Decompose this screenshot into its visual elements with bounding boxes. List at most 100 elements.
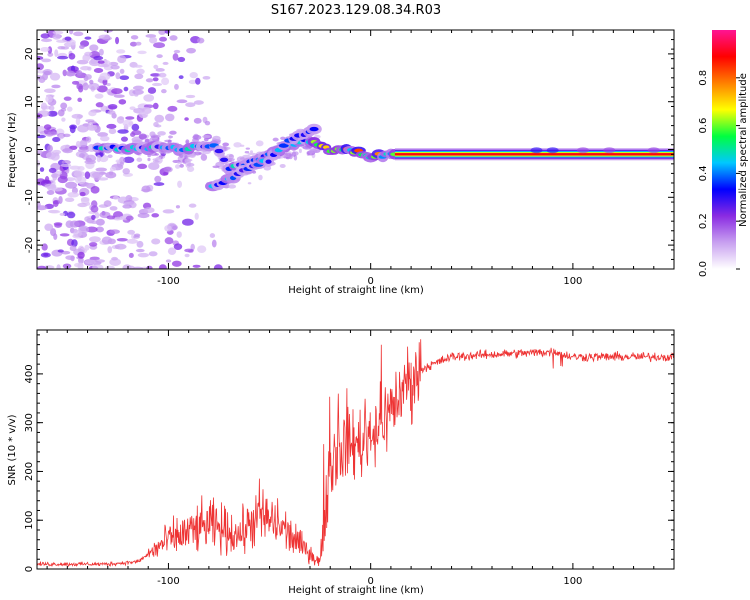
- spectrogram-noise-cell: [204, 120, 211, 126]
- y-tick-label: 10: [24, 95, 35, 108]
- spectrogram-noise-cell: [138, 133, 147, 140]
- spectrogram-noise-cell: [75, 140, 81, 148]
- y-tick-label: 400: [24, 364, 35, 383]
- spectrogram-noise-cell: [125, 116, 135, 120]
- spectrogram-noise-cell: [128, 252, 134, 259]
- spectrogram-noise-cell: [162, 209, 175, 214]
- spectrogram-noise-cell: [45, 95, 53, 103]
- spectrogram-noise-cell: [151, 238, 161, 245]
- spectrogram-noise-cell: [69, 125, 76, 134]
- spectrogram-noise-cell: [94, 259, 106, 263]
- spectrogram-noise-cell: [52, 200, 59, 207]
- spectrogram-noise-cell: [129, 106, 136, 111]
- spectrogram-noise-cell: [84, 216, 90, 222]
- spectrogram-noise-cell: [182, 218, 194, 226]
- spectrogram-noise-cell: [65, 70, 75, 77]
- spectrogram-noise-cell: [97, 132, 109, 137]
- spectrogram-noise-cell: [88, 110, 97, 117]
- spectrogram-noise-cell: [114, 243, 127, 250]
- spectrogram-noise-cell: [56, 55, 69, 60]
- spectrogram-noise-cell: [47, 144, 53, 153]
- spectrogram-ridge-cell: [546, 147, 559, 154]
- spectrogram-noise-cell: [194, 212, 199, 220]
- spectrogram-noise-cell: [245, 147, 250, 150]
- spectrogram-noise-cell: [227, 184, 237, 189]
- spectrogram-noise-cell: [177, 56, 186, 63]
- spectrogram-noise-cell: [57, 249, 64, 253]
- spectrogram-noise-cell: [132, 266, 144, 269]
- spectrogram-ridge-core: [278, 143, 289, 148]
- spectrogram-noise-cell: [203, 137, 209, 142]
- spectrogram-noise-cell: [93, 68, 104, 74]
- spectrogram-noise-cell: [240, 157, 245, 160]
- spectrogram-noise-cell: [155, 124, 162, 128]
- spectrogram-noise-cell: [106, 123, 117, 129]
- colorbar-tick-label: 0.6: [698, 118, 709, 134]
- spectrogram-noise-cell: [90, 205, 99, 213]
- spectrogram-noise-cell: [189, 72, 198, 79]
- spectrogram-noise-cell: [48, 105, 55, 111]
- spectrogram-noise-cell: [247, 182, 252, 185]
- spectrogram-noise-cell: [202, 134, 211, 139]
- spectrogram-noise-cell: [71, 239, 78, 248]
- spectrogram-noise-cell: [112, 195, 120, 200]
- spectrogram-noise-cell: [116, 116, 125, 124]
- spectrogram-noise-cell: [135, 248, 145, 253]
- spectrogram-noise-cell: [62, 69, 67, 77]
- spectrogram-noise-cell: [59, 212, 66, 216]
- spectrogram-noise-cell: [161, 77, 170, 86]
- spectrogram-noise-cell: [148, 162, 160, 171]
- spectrogram-noise-cell: [62, 133, 71, 138]
- spectrogram-noise-cell: [127, 229, 136, 235]
- spectrogram-noise-cell: [164, 225, 172, 232]
- spectrogram-noise-cell: [152, 160, 160, 163]
- spectrogram-noise-cell: [158, 264, 167, 269]
- spectrogram-noise-cell: [56, 264, 61, 269]
- spectrogram-noise-cell: [51, 84, 61, 89]
- spectrogram-noise-cell: [152, 77, 159, 82]
- spectrogram-noise-cell: [50, 173, 60, 178]
- colorbar-label: Normalized spectral amplitude: [738, 73, 749, 227]
- y-tick-label: 20: [24, 48, 35, 61]
- spectrogram-noise-cell: [165, 259, 172, 263]
- spectrogram-noise-cell: [136, 240, 144, 248]
- spectrogram-noise-cell: [116, 238, 128, 242]
- spectrogram-noise-cell: [129, 41, 138, 47]
- spectrogram-noise-cell: [37, 75, 44, 80]
- spectrogram-noise-cell: [43, 253, 49, 257]
- spectrogram-noise-cell: [186, 47, 196, 54]
- spectrogram-noise-cell: [91, 214, 96, 220]
- spectrogram-noise-cell: [164, 237, 174, 245]
- spectrogram-noise-cell: [66, 106, 73, 112]
- spectrogram-noise-cell: [51, 187, 63, 192]
- spectrogram-noise-cell: [89, 44, 99, 52]
- spectrogram-noise-cell: [147, 157, 151, 162]
- spectrogram-noise-cell: [167, 105, 178, 112]
- spectrogram-noise-cell: [184, 253, 190, 258]
- spectrogram-noise-cell: [125, 215, 134, 221]
- spectrogram-noise-cell: [41, 58, 52, 63]
- spectrogram-noise-cell: [147, 87, 157, 94]
- colorbar-gradient: [712, 30, 736, 269]
- spectrogram-noise-cell: [77, 251, 85, 259]
- spectrogram-noise-cell: [103, 30, 113, 33]
- spectrogram-noise-cell: [173, 49, 181, 54]
- y-tick-label: 100: [24, 511, 35, 530]
- spectrogram-noise-cell: [67, 191, 79, 198]
- spectrogram-noise-cell: [71, 80, 80, 85]
- spectrogram-noise-cell: [77, 124, 89, 133]
- spectrogram-noise-cell: [77, 148, 90, 153]
- spectrogram-noise-cell: [99, 48, 104, 56]
- spectrogram-noise-cell: [157, 131, 166, 136]
- spectrogram-noise-cell: [77, 165, 85, 172]
- spectrogram-noise-cell: [111, 88, 123, 95]
- spectrogram-noise-cell: [120, 136, 128, 142]
- spectrogram-noise-cell: [43, 124, 52, 130]
- spectrogram-carrier-band: [394, 153, 674, 156]
- spectrogram-noise-cell: [84, 51, 93, 57]
- spectrogram-noise-cell: [37, 201, 41, 208]
- snr-ylabel: SNR (10 * v/v): [7, 414, 18, 485]
- spectrogram-noise-cell: [132, 85, 144, 91]
- spectrogram-noise-cell: [99, 135, 110, 142]
- spectrogram-noise-cell: [66, 211, 76, 219]
